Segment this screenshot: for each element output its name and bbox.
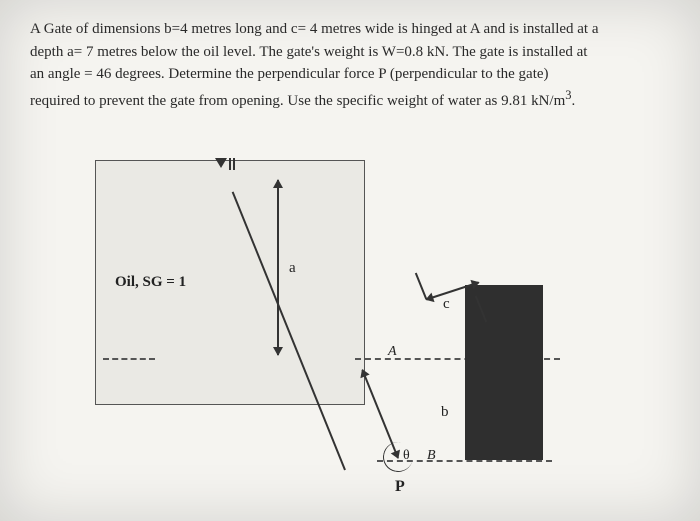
- text-fragment: metres wide is hinged at A and is instal…: [317, 21, 598, 37]
- angle-arc: [381, 440, 416, 475]
- surface-tick-icon: [229, 158, 235, 170]
- text-fragment: kN. The gate is installed at: [423, 44, 587, 60]
- text-fragment: metres below the oil level. The gate's w…: [93, 44, 404, 60]
- value-w: 0.8: [404, 44, 423, 60]
- sg-value: 1: [179, 274, 187, 290]
- value-angle: 46: [96, 66, 111, 82]
- point-label-B: B: [427, 448, 436, 464]
- text-fragment: required to prevent the gate from openin…: [30, 93, 501, 109]
- dash-line-left: [103, 358, 155, 360]
- value-b: 4: [180, 21, 188, 37]
- oil-sg-label: Oil, SG = 1: [115, 274, 186, 291]
- solid-wall-block: [465, 285, 543, 460]
- hinge-label-A: A: [388, 344, 397, 360]
- label-a: a: [289, 260, 296, 277]
- oil-prefix: Oil, SG =: [115, 274, 179, 290]
- label-theta: θ: [403, 448, 410, 464]
- text-fragment: kN/m: [527, 93, 565, 109]
- label-force-P: P: [395, 478, 405, 496]
- value-gamma: 9.81: [501, 93, 527, 109]
- text-fragment: metres long and c=: [188, 21, 310, 37]
- problem-statement: A Gate of dimensions b=4 metres long and…: [30, 18, 670, 112]
- text-fragment: depth a=: [30, 44, 86, 60]
- free-surface-symbol: [215, 156, 237, 173]
- page-container: A Gate of dimensions b=4 metres long and…: [0, 0, 700, 521]
- triangle-down-icon: [215, 158, 227, 168]
- text-fragment: degrees. Determine the perpendicular for…: [111, 66, 548, 82]
- label-c: c: [443, 296, 450, 313]
- text-fragment: A Gate of dimensions b=: [30, 21, 180, 37]
- text-fragment: an angle =: [30, 66, 96, 82]
- text-fragment: .: [572, 93, 576, 109]
- dimension-arrow-a: [277, 180, 279, 355]
- figure-diagram: Oil, SG = 1 a c b A B θ P: [95, 160, 575, 500]
- label-b: b: [441, 404, 449, 421]
